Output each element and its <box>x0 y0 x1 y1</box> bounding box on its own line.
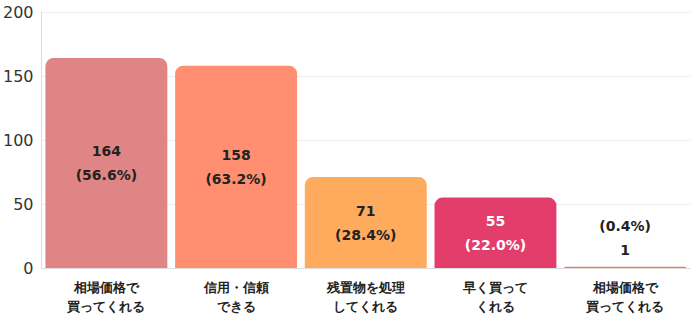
svg-text:71: 71 <box>356 203 375 219</box>
svg-text:0: 0 <box>23 259 33 278</box>
svg-text:早く買って: 早く買って <box>462 280 528 295</box>
svg-text:200: 200 <box>3 3 34 22</box>
svg-text:信用・信頼: 信用・信頼 <box>203 280 269 295</box>
svg-text:55: 55 <box>486 213 505 229</box>
svg-text:(0.4%): (0.4%) <box>599 218 651 234</box>
svg-text:買ってくれる: 買ってくれる <box>66 299 145 314</box>
svg-text:1: 1 <box>620 242 630 258</box>
svg-text:してくれる: してくれる <box>333 299 398 314</box>
svg-text:できる: できる <box>217 299 256 314</box>
svg-text:相場価格で: 相場価格で <box>592 280 659 295</box>
svg-text:残置物を処理: 残置物を処理 <box>326 280 405 295</box>
svg-text:(63.2%): (63.2%) <box>205 171 266 187</box>
svg-text:買ってくれる: 買ってくれる <box>585 299 664 314</box>
svg-text:50: 50 <box>13 195 33 214</box>
svg-text:164: 164 <box>92 143 121 159</box>
svg-text:(22.0%): (22.0%) <box>465 237 526 253</box>
svg-text:(56.6%): (56.6%) <box>76 167 137 183</box>
svg-text:150: 150 <box>3 67 34 86</box>
svg-text:相場価格で: 相場価格で <box>73 280 140 295</box>
svg-text:(28.4%): (28.4%) <box>335 227 396 243</box>
svg-text:くれる: くれる <box>476 299 515 314</box>
svg-text:158: 158 <box>221 147 250 163</box>
svg-text:100: 100 <box>3 131 34 150</box>
